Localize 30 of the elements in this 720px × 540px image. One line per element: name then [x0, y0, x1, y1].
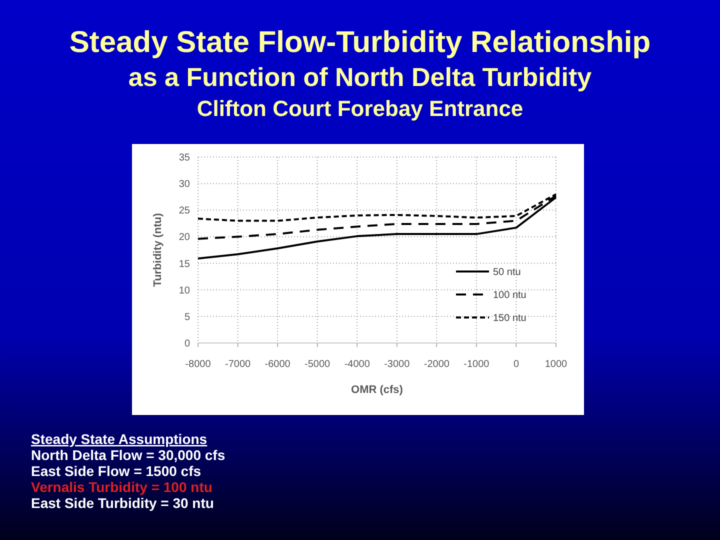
- y-tick-label: 35: [178, 152, 190, 164]
- text: Steady State Assumptions: [31, 431, 208, 447]
- text: East Side Flow = 1500 cfs: [31, 463, 202, 479]
- text: East Side Turbidity = 30 ntu: [31, 495, 214, 511]
- x-tick-label: -7000: [224, 359, 252, 370]
- x-tick-label: -4000: [344, 359, 370, 370]
- x-tick-label: -8000: [185, 359, 212, 370]
- y-tick-label: 0: [184, 338, 190, 350]
- y-tick-label: 10: [178, 285, 190, 296]
- legend-label: 100 ntu: [493, 290, 526, 301]
- y-tick-label: 5: [184, 312, 190, 323]
- x-tick-label: 0: [513, 359, 520, 370]
- chart-title: Steady State Flow-Turbidity Relationship: [69, 26, 651, 59]
- x-axis-title: OMR (cfs): [351, 384, 404, 396]
- x-tick-label: -3000: [384, 359, 410, 370]
- y-axis-title: Turbidity (ntu): [152, 212, 164, 287]
- x-tick-label: -5000: [304, 359, 331, 370]
- legend-label: 50 ntu: [493, 267, 521, 278]
- x-tick-label: -2000: [424, 359, 450, 370]
- y-tick-label: 20: [178, 232, 190, 244]
- x-tick-label: -1000: [464, 359, 490, 370]
- chart-subtitle: as a Function of North Delta Turbidity Clifton Court Forebay Entrance: [128, 62, 592, 121]
- y-tick-label: 15: [178, 258, 190, 270]
- text: Vernalis Turbidity = 100 ntu: [31, 479, 212, 495]
- y-tick-label: 30: [178, 179, 190, 190]
- x-tick-label: -6000: [264, 359, 291, 370]
- text: North Delta Flow = 30,000 cfs: [31, 447, 226, 463]
- x-tick-label: 1000: [544, 359, 568, 370]
- legend-label: 150 ntu: [493, 313, 526, 324]
- y-tick-label: 25: [178, 206, 190, 217]
